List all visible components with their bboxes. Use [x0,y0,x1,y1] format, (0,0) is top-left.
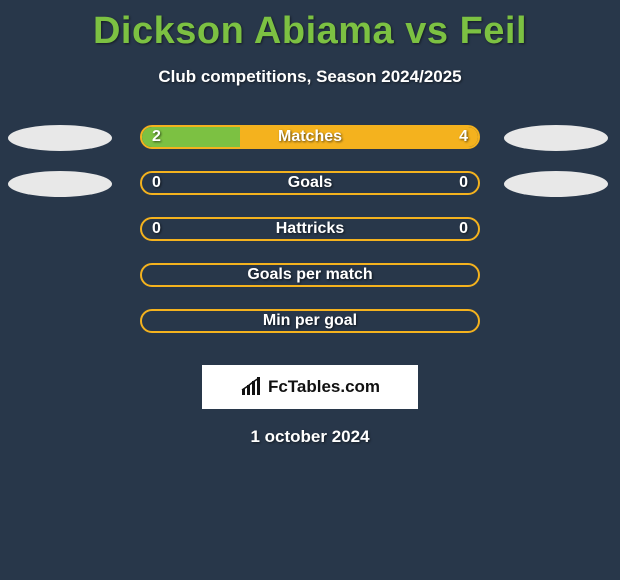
stat-value-left: 2 [152,127,161,147]
stat-value-right: 0 [459,173,468,193]
stat-rows: Matches24Goals00Hattricks00Goals per mat… [0,125,620,355]
page-subtitle: Club competitions, Season 2024/2025 [0,67,620,87]
brand-badge: FcTables.com [202,365,418,409]
stat-row: Matches2 4 [0,125,620,171]
stat-row: Min per goal [0,309,620,355]
stat-row: Hattricks0 0 [0,217,620,263]
stat-row: Goals0 0 [0,171,620,217]
date-text: 1 october 2024 [0,427,620,447]
stat-bar: Goals per match [140,263,480,287]
stat-value-left: 0 [152,173,161,193]
player-left-ellipse [8,171,112,197]
chart-icon [240,377,264,397]
stat-label: Matches [142,127,478,147]
stat-value-right: 0 [459,219,468,239]
stat-bar: Hattricks0 0 [140,217,480,241]
stat-label: Hattricks [142,219,478,239]
player-right-ellipse [504,171,608,197]
stat-bar: Matches2 4 [140,125,480,149]
stat-value-right: 4 [459,127,468,147]
stat-bar: Min per goal [140,309,480,333]
stat-bar: Goals0 0 [140,171,480,195]
brand-text: FcTables.com [268,377,380,397]
player-right-ellipse [504,125,608,151]
stat-label: Goals [142,173,478,193]
stat-label: Goals per match [142,265,478,285]
stat-value-left: 0 [152,219,161,239]
page-title: Dickson Abiama vs Feil [0,0,620,53]
stat-label: Min per goal [142,311,478,331]
stat-row: Goals per match [0,263,620,309]
player-left-ellipse [8,125,112,151]
